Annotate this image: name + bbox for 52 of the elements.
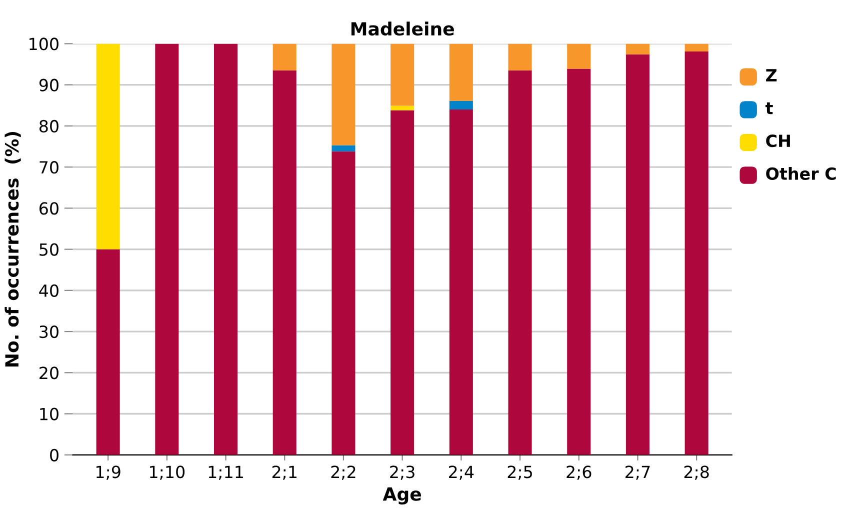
bar bbox=[272, 44, 296, 70]
legend-label: Other C bbox=[766, 167, 836, 180]
y-tick-label: 10 bbox=[40, 408, 58, 420]
x-tick-label: 1;9 bbox=[96, 466, 120, 480]
bar bbox=[155, 44, 179, 455]
bar bbox=[96, 249, 120, 455]
bar bbox=[449, 44, 473, 101]
legend-label: t bbox=[766, 102, 773, 114]
bar bbox=[684, 44, 708, 52]
bar bbox=[626, 54, 650, 455]
bar bbox=[390, 110, 414, 455]
bar bbox=[332, 145, 356, 152]
y-tick-label: 100 bbox=[30, 38, 58, 50]
legend-label: CH bbox=[766, 134, 790, 148]
x-tick-label: 1;10 bbox=[150, 466, 185, 480]
x-tick-label: 2;8 bbox=[684, 466, 709, 480]
y-tick-label: 80 bbox=[39, 120, 58, 132]
x-tick-label: 2;1 bbox=[272, 466, 296, 480]
legend-label: Z bbox=[766, 69, 777, 82]
x-tick-label: 2;3 bbox=[390, 466, 414, 480]
bar bbox=[449, 100, 473, 110]
y-tick-label: 30 bbox=[40, 325, 58, 338]
bar bbox=[390, 106, 414, 110]
bar bbox=[96, 44, 120, 250]
y-tick-label: 70 bbox=[40, 161, 58, 174]
y-tick-label: 90 bbox=[39, 78, 58, 92]
x-tick-label: 2;5 bbox=[508, 466, 532, 480]
x-tick-label: 2;4 bbox=[448, 466, 474, 480]
x-axis-title: Age bbox=[382, 487, 422, 504]
bar bbox=[567, 68, 591, 455]
bar bbox=[684, 52, 708, 455]
bar bbox=[626, 44, 650, 54]
y-tick-label: 40 bbox=[39, 284, 58, 297]
bar bbox=[508, 44, 532, 70]
bar bbox=[332, 44, 356, 146]
y-tick-label: 0 bbox=[50, 448, 58, 462]
bar bbox=[272, 70, 296, 455]
y-axis-title: No. of occurrences (%) bbox=[4, 132, 21, 366]
bar bbox=[567, 44, 591, 69]
y-tick-label: 50 bbox=[40, 243, 58, 256]
bar bbox=[390, 44, 414, 106]
bar bbox=[508, 70, 532, 455]
chart-title: Madeleine bbox=[351, 22, 454, 36]
bar bbox=[449, 109, 473, 455]
y-tick-label: 20 bbox=[40, 366, 58, 380]
bar bbox=[214, 44, 238, 455]
y-tick-label: 60 bbox=[40, 202, 58, 215]
x-tick-label: 2;2 bbox=[331, 466, 356, 480]
bar bbox=[332, 151, 356, 455]
x-tick-label: 2;6 bbox=[566, 466, 592, 480]
x-tick-label: 2;7 bbox=[626, 466, 650, 480]
x-tick-label: 1;11 bbox=[208, 466, 243, 480]
